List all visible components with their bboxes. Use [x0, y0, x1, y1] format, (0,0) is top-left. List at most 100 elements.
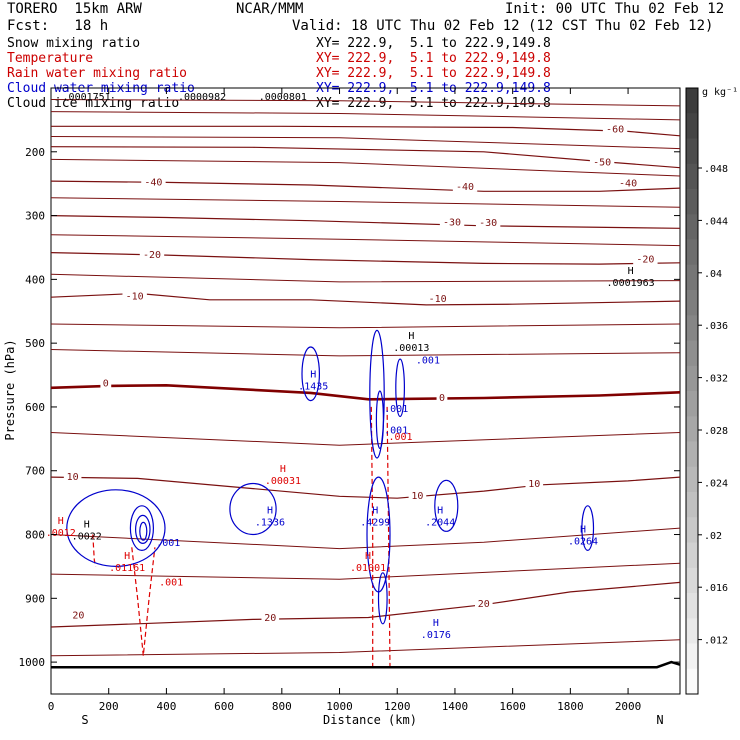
colorbar-segment	[686, 365, 698, 392]
colorbar-segment	[686, 113, 698, 140]
rain_maxima-max-value: .01161	[109, 563, 145, 574]
x-tick-label: 600	[214, 700, 234, 713]
x-tick-label: 1400	[442, 700, 469, 713]
y-tick-label: 500	[25, 337, 45, 350]
colorbar-segment	[686, 416, 698, 443]
isotherm-label: -20	[636, 255, 654, 266]
isotherm-line	[50, 197, 681, 208]
colorbar-tick-label: .032	[704, 374, 728, 385]
isotherm-label-bg	[63, 471, 82, 483]
rain_maxima-max-value: .0012	[46, 528, 76, 539]
colorbar-segment	[686, 138, 698, 165]
snow_ice_maxima-max-marker: H	[84, 519, 90, 530]
snow-contour-label: .0000982	[178, 92, 226, 103]
isotherm-label: 20	[72, 610, 84, 621]
x-tick-label: 0	[48, 700, 55, 713]
colorbar-segment	[686, 189, 698, 215]
cloud_water_maxima-max-value: .2044	[425, 517, 455, 528]
isotherm-label-bg	[525, 478, 544, 490]
cloud_water_maxima-max-value: .1336	[255, 517, 285, 528]
isotherm-label: 20	[478, 599, 490, 610]
isotherm-line	[50, 146, 681, 169]
center-title: NCAR/MMM	[236, 1, 304, 17]
isotherm-label-bg	[139, 249, 165, 261]
colorbar-segment	[686, 618, 698, 645]
colorbar-tick-label: .04	[704, 269, 722, 280]
forecast-hour: Fcst: 18 h	[7, 18, 109, 34]
snow_ice_maxima-max-value: .00013	[393, 343, 429, 354]
isotherm-line	[50, 562, 681, 580]
colorbar-segment	[686, 163, 698, 190]
colorbar-tick-label: .02	[704, 531, 722, 542]
isotherm-label-bg	[452, 180, 478, 192]
isotherm-label-bg	[439, 216, 465, 228]
isotherm-line	[50, 432, 681, 446]
cloud_water_maxima-max-marker: H	[267, 505, 273, 516]
y-tick-label: 900	[25, 592, 45, 605]
isotherm-line	[50, 383, 681, 401]
colorbar-segment	[686, 315, 698, 342]
colorbar-segment	[686, 290, 698, 316]
colorbar-tick-label: .012	[704, 636, 728, 647]
cloud-water-contour	[377, 572, 388, 625]
cloud-water-contour	[229, 482, 277, 536]
isotherm-label-bg	[122, 290, 147, 302]
isotherm-label: 0	[439, 393, 445, 404]
cloud-water-contour	[66, 489, 166, 567]
colorbar-segment	[686, 492, 698, 518]
y-tick-label: 400	[25, 273, 45, 286]
y-tick-label: 700	[25, 465, 45, 478]
rain-contour	[92, 534, 97, 567]
isotherm-label-bg	[408, 490, 427, 502]
colorbar-segment	[686, 567, 698, 594]
x-end-label-right: N	[656, 713, 663, 727]
cloud_water_maxima-max-marker: H	[310, 369, 316, 380]
cloud_water_maxima-max-marker: H	[437, 505, 443, 516]
cloud-water-contour-label: .001	[416, 356, 440, 367]
colorbar-segment	[686, 542, 698, 569]
isotherm-label-bg	[633, 253, 658, 265]
isotherm-label-bg	[475, 217, 501, 229]
cloud_water_maxima-max-marker: H	[433, 618, 439, 629]
y-axis-label: Pressure (hPa)	[3, 339, 17, 440]
isotherm-label-bg	[141, 176, 166, 188]
valid-time: Valid: 18 UTC Thu 02 Feb 12 (12 CST Thu …	[292, 18, 714, 34]
colorbar-segment	[686, 391, 698, 417]
x-tick-label: 1600	[499, 700, 526, 713]
isotherm-label-bg	[261, 612, 280, 624]
isotherm-label-bg	[615, 177, 641, 189]
colorbar-tick-label: .048	[704, 164, 728, 175]
isotherm-label-bg	[436, 391, 448, 403]
snow_ice_maxima-max-marker: H	[408, 331, 414, 342]
cloud_water_maxima-max-value: .4299	[360, 517, 390, 528]
cross-section-coords: XY= 222.9, 5.1 to 222.9,149.8	[316, 36, 551, 51]
isotherm-label-bg	[589, 156, 615, 168]
rain_maxima-max-marker: H	[365, 551, 371, 562]
rain_maxima-max-marker: H	[58, 516, 64, 527]
isotherm-label-bg	[100, 377, 112, 389]
isotherm-line	[50, 292, 681, 306]
x-tick-label: 800	[272, 700, 292, 713]
cloud-water-contour	[301, 346, 320, 402]
cloud-water-contour	[395, 358, 406, 418]
legend-item: Snow mixing ratio	[7, 36, 141, 51]
x-end-label-left: S	[81, 713, 88, 727]
snow_ice_maxima-max-marker: H	[628, 266, 634, 277]
cloud_water_maxima-max-value: .0264	[568, 536, 598, 547]
colorbar-segment	[686, 517, 698, 544]
colorbar-segment	[686, 643, 698, 670]
isotherm-line	[50, 111, 681, 121]
cloud_water_maxima-max-marker: H	[372, 505, 378, 516]
isotherm-line	[50, 639, 681, 657]
isotherm-line	[51, 125, 681, 137]
snow-contour-label: .0001751	[63, 92, 111, 103]
plot-frame	[50, 87, 681, 695]
isotherm-label: -40	[144, 177, 162, 188]
colorbar-tick-label: .044	[704, 216, 728, 227]
legend-item: Rain water mixing ratio	[7, 66, 188, 81]
colorbar-tick-label: .036	[704, 321, 728, 332]
colorbar-frame	[685, 87, 699, 695]
model-title: TORERO 15km ARW	[7, 1, 142, 17]
rain-contour-label: .001	[388, 432, 412, 443]
